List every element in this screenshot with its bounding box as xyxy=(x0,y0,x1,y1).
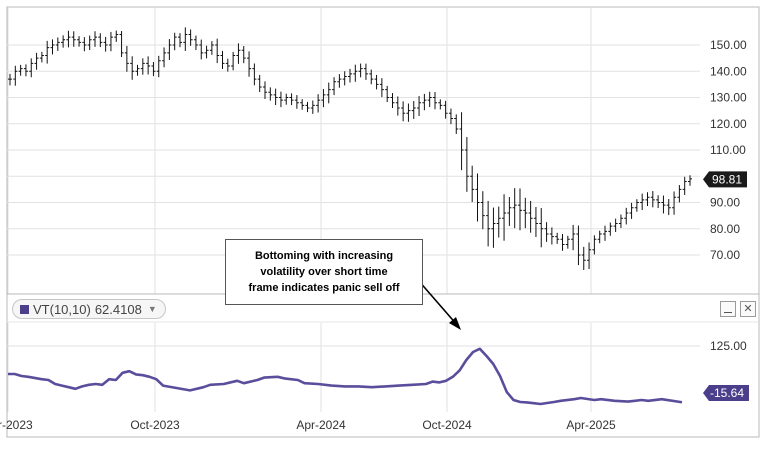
x-tick-label: Apr-2024 xyxy=(296,418,346,432)
minimize-button[interactable] xyxy=(720,301,736,317)
indicator-color-swatch xyxy=(20,304,29,314)
price-y-axis: 150.00 140.00 130.00 120.00 110.00 90.00 80.00… xyxy=(703,38,747,262)
x-tick-label: Apr-2025 xyxy=(566,418,616,432)
price-tick-label: 110.00 xyxy=(710,143,746,157)
last-price-label: 98.81 xyxy=(712,172,742,186)
price-tick-label: 140.00 xyxy=(710,64,747,78)
price-bars xyxy=(8,27,692,270)
indicator-last-value-marker xyxy=(703,385,749,401)
indicator-value: 62.4108 xyxy=(94,301,142,317)
indicator-series-line xyxy=(8,347,683,406)
price-tick-label: 90.00 xyxy=(710,196,740,210)
price-tick-label: 80.00 xyxy=(710,222,740,236)
minimize-icon xyxy=(724,311,732,313)
indicator-y-axis: 125.00 -15.64 xyxy=(703,339,749,401)
indicator-line xyxy=(8,347,683,406)
x-axis: Apr-2023 Oct-2023 Apr-2024 Oct-2024 Apr-2025 xyxy=(0,418,616,432)
price-tick-label: 150.00 xyxy=(710,38,747,52)
close-icon: ✕ xyxy=(743,302,753,315)
x-tick-label: Apr-2023 xyxy=(0,418,33,432)
annotation-line-2: volatility over short time xyxy=(260,266,388,278)
annotation-line-1: Bottoming with increasing xyxy=(254,250,394,262)
price-tick-label: 130.00 xyxy=(710,91,747,105)
x-tick-label: Oct-2024 xyxy=(422,418,472,432)
indicator-last-value-label: -15.64 xyxy=(710,386,744,400)
annotation-arrow-line xyxy=(417,279,459,327)
dropdown-caret-icon: ▼ xyxy=(147,304,157,314)
grid-lines xyxy=(7,8,700,412)
price-tick-label: 70.00 xyxy=(710,248,740,262)
indicator-legend-pill[interactable]: VT(10,10) 62.4108 ▼ xyxy=(12,299,166,319)
price-tick-label: 120.00 xyxy=(710,117,747,131)
annotation-line-3: frame indicates panic sell off xyxy=(248,282,400,294)
indicator-name: VT(10,10) xyxy=(33,301,91,317)
indicator-tick-label: 125.00 xyxy=(710,339,747,353)
last-price-marker xyxy=(703,171,747,188)
close-button[interactable]: ✕ xyxy=(740,301,756,317)
x-tick-label: Oct-2023 xyxy=(130,418,180,432)
annotation-arrow-head xyxy=(449,317,461,330)
annotation-box: Bottoming with increasing volatility ove… xyxy=(225,239,423,305)
